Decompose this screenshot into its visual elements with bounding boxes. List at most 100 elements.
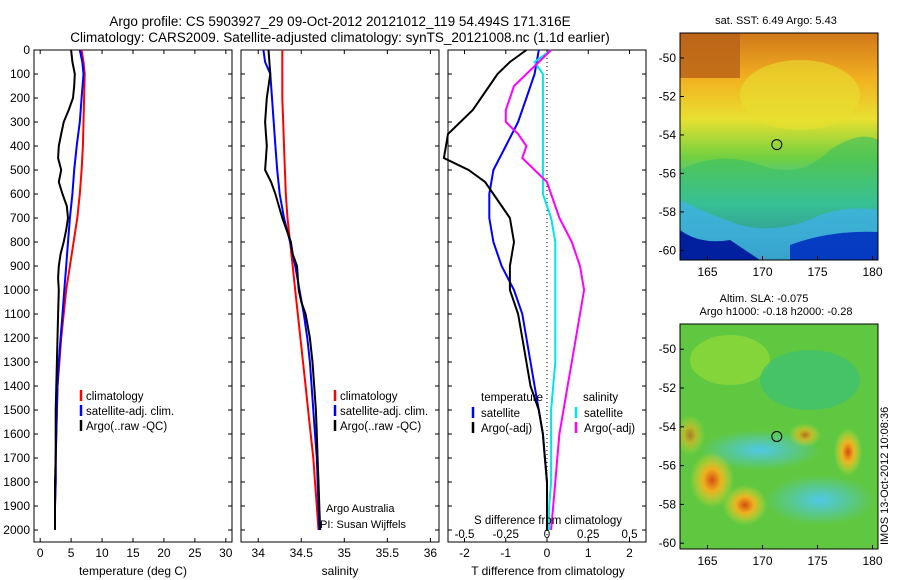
t-difference-label: T difference from climatology <box>471 564 625 578</box>
title-line-1: Argo profile: CS 5903927_29 09-Oct-2012 … <box>109 14 571 29</box>
depth-tick-label: 1400 <box>3 379 30 393</box>
map-x-tick-label: 165 <box>697 554 717 568</box>
sla-heatmap <box>680 324 878 549</box>
series-line-argo-raw-qc- <box>54 49 76 530</box>
depth-tick-label: 1000 <box>3 283 30 297</box>
s-difference-label: S difference from climatology <box>474 515 622 527</box>
x-tick-label: 5 <box>68 546 75 560</box>
depth-tick-label: 1500 <box>3 403 30 417</box>
depth-tick-label: 2000 <box>3 523 30 537</box>
map-y-tick-label: -56 <box>659 166 677 180</box>
map-y-tick-label: -50 <box>659 51 677 65</box>
sla-map-title-1: Altim. SLA: -0.075 <box>720 293 809 305</box>
map-y-tick-label: -58 <box>659 497 677 511</box>
legend-label: Argo(-adj) <box>584 423 635 435</box>
x-tick-label: 35 <box>338 546 352 560</box>
argo-location-marker <box>771 139 783 151</box>
depth-tick-label: 1300 <box>3 355 30 369</box>
s-tick-label: 0.5 <box>622 529 638 541</box>
salinity-x-label: salinity <box>322 564 359 578</box>
legend-label: satellite <box>584 408 623 420</box>
depth-tick-label: 0 <box>23 43 30 57</box>
sst-map-title: sat. SST: 6.49 Argo: 5.43 <box>715 15 837 27</box>
pi-label: PI: Susan Wijffels <box>320 519 406 531</box>
temperature-panel: 0100200300400500600700800900100011001200… <box>3 43 646 578</box>
map-y-tick-label: -60 <box>659 243 677 257</box>
map-x-tick-label: 175 <box>807 554 827 568</box>
map-y-tick-label: -52 <box>659 89 677 103</box>
imos-timestamp: IMOS 13-Oct-2012 10:08:36 <box>879 407 891 545</box>
depth-tick-label: 500 <box>10 163 30 177</box>
map-y-tick-label: -50 <box>659 342 677 356</box>
map-x-tick-label: 170 <box>752 554 772 568</box>
series-line-argo-adj- <box>442 49 548 530</box>
legend-label: satellite <box>481 408 520 420</box>
series-line-satellite <box>533 49 557 530</box>
depth-tick-label: 400 <box>10 139 30 153</box>
series-line-argo-adj- <box>504 49 586 531</box>
sst-map-panel: sat. SST: 6.49 Argo: 5.43 165 170 175 180 -… <box>659 15 883 279</box>
depth-tick-label: 1700 <box>3 451 30 465</box>
x-tick-label: 34 <box>252 546 266 560</box>
legend-label: satellite-adj. clim. <box>340 406 428 418</box>
argo-australia-label: Argo Australia <box>326 503 395 515</box>
x-tick-label: 0 <box>544 546 551 560</box>
map-y-tick-label: -60 <box>659 536 677 550</box>
x-tick-label: 10 <box>95 546 109 560</box>
depth-tick-label: 1800 <box>3 475 30 489</box>
map-y-tick-label: -56 <box>659 459 677 473</box>
map-y-tick-label: -54 <box>659 420 677 434</box>
legend-title-temperature: temperature <box>481 392 543 404</box>
legend-label: Argo(..raw -QC) <box>340 421 421 433</box>
x-tick-label: 35.5 <box>376 546 400 560</box>
depth-tick-label: 1600 <box>3 427 30 441</box>
sst-heatmap <box>680 33 878 260</box>
map-x-tick-label: 180 <box>862 554 882 568</box>
depth-tick-label: 300 <box>10 115 30 129</box>
x-tick-label: 34.5 <box>290 546 314 560</box>
x-tick-label: 2 <box>626 546 633 560</box>
x-tick-label: 0 <box>37 546 44 560</box>
series-line-climatology <box>281 50 320 531</box>
depth-tick-label: 600 <box>10 187 30 201</box>
map-y-tick-label: -58 <box>659 205 677 219</box>
title-line-2: Climatology: CARS2009. Satellite-adjuste… <box>70 30 610 45</box>
map-y-tick-label: -54 <box>659 128 677 142</box>
depth-tick-label: 1100 <box>4 307 30 321</box>
s-tick-label: 0 <box>544 529 550 541</box>
legend-label: climatology <box>86 391 144 403</box>
map-x-tick-label: 180 <box>862 265 882 279</box>
x-tick-label: 15 <box>126 546 140 560</box>
map-y-tick-label: -52 <box>659 381 677 395</box>
depth-tick-label: 900 <box>10 259 30 273</box>
s-tick-label: 0.25 <box>577 529 599 541</box>
x-tick-label: 20 <box>157 546 171 560</box>
x-tick-label: 1 <box>585 546 592 560</box>
sla-map-title-2: Argo h1000: -0.18 h2000: -0.28 <box>700 306 853 318</box>
depth-tick-label: 100 <box>10 67 30 81</box>
s-tick-label: -0.25 <box>493 529 519 541</box>
salinity-panel: 34 34.5 35 35.5 36 climatology satellite-adj.… <box>240 49 440 578</box>
depth-tick-label: 1900 <box>3 499 30 513</box>
x-tick-label: -2 <box>459 546 470 560</box>
map-x-tick-label: 165 <box>697 265 717 279</box>
legend-label: Argo(-adj) <box>481 423 532 435</box>
x-tick-label: -1 <box>500 546 511 560</box>
series-line-satellite-adj-clim- <box>262 49 321 531</box>
legend-label: climatology <box>340 391 398 403</box>
depth-tick-label: 1200 <box>3 331 30 345</box>
series-line-satellite <box>488 49 548 530</box>
legend-label: satellite-adj. clim. <box>86 406 174 418</box>
temperature-x-label: temperature (deg C) <box>79 564 187 578</box>
argo-location-marker-sla <box>771 431 783 442</box>
x-tick-label: 25 <box>188 546 202 560</box>
map-x-tick-label: 175 <box>807 265 827 279</box>
legend-title-salinity: salinity <box>583 392 618 404</box>
depth-tick-label: 700 <box>10 211 30 225</box>
depth-tick-label: 200 <box>10 91 30 105</box>
map-x-tick-label: 170 <box>752 265 772 279</box>
difference-panel: -2 -1 0 1 2 -0.5 -0.25 0 0.25 0.5 temperature sal… <box>442 49 647 578</box>
s-tick-label: -0.5 <box>455 529 475 541</box>
x-tick-label: 30 <box>219 546 233 560</box>
